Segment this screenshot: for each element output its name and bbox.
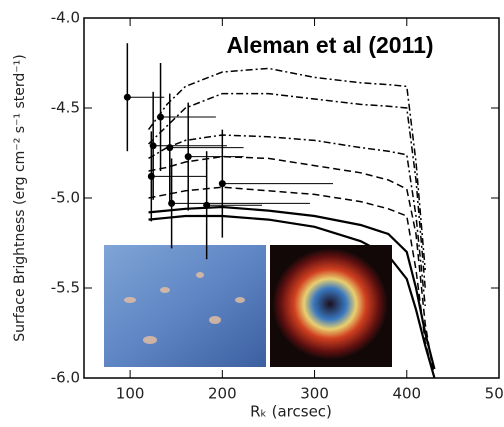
- annotation: Aleman et al (2011): [226, 32, 433, 58]
- nebula: [272, 248, 388, 360]
- x-tick-label: 200: [208, 385, 237, 403]
- data-point: [123, 93, 131, 101]
- data-point: [218, 180, 226, 188]
- inset-images: [104, 245, 392, 367]
- data-point: [184, 153, 192, 161]
- knots: [124, 272, 245, 344]
- data-point: [203, 201, 211, 209]
- y-tick-label: -5.0: [51, 189, 80, 207]
- data-point: [168, 199, 176, 207]
- y-axis-label: Surface Brightness (erg cm⁻² s⁻¹ sterd⁻¹…: [12, 54, 28, 342]
- model-curve: [148, 214, 436, 379]
- model-curve: [148, 155, 436, 379]
- y-tick-label: -4.5: [51, 99, 80, 117]
- x-tick-label: 400: [392, 385, 421, 403]
- x-tick-label: 300: [300, 385, 329, 403]
- data-point: [149, 142, 157, 150]
- model-curve: [148, 205, 436, 370]
- x-tick-label: 500: [485, 385, 504, 403]
- model-curve: [148, 92, 426, 289]
- y-tick-label: -4.0: [51, 9, 80, 27]
- x-axis-label: Rₖ (arcsec): [250, 403, 332, 421]
- y-tick-label: -6.0: [51, 369, 80, 387]
- model-curve: [147, 67, 426, 271]
- y-tick-label: -5.5: [51, 279, 80, 297]
- model-curve: [148, 134, 426, 307]
- model-curve: [148, 186, 436, 379]
- inset-photo: [104, 245, 266, 367]
- data-point: [157, 113, 165, 121]
- x-tick-label: 100: [116, 385, 145, 403]
- data-point: [166, 144, 174, 152]
